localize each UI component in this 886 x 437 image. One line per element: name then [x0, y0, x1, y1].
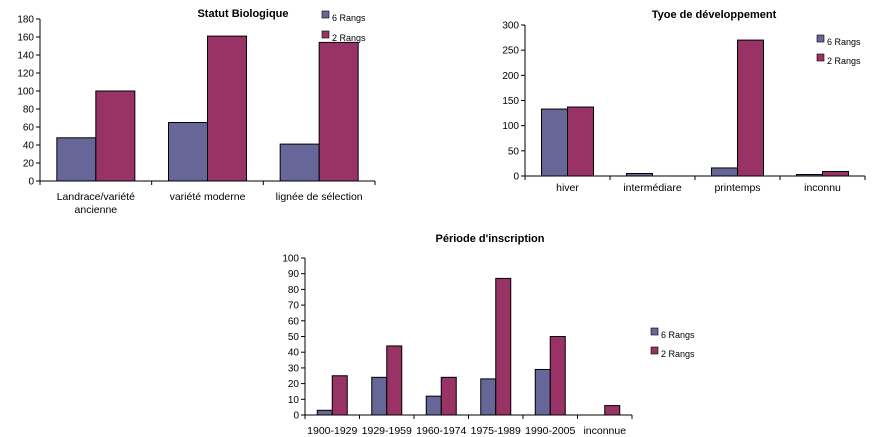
- y-tick-label: 120: [17, 69, 34, 80]
- legend-swatch-6-rangs: [321, 10, 330, 19]
- y-tick-label: 50: [288, 332, 300, 343]
- bar-6-rangs: [279, 143, 320, 182]
- y-tick-label: 160: [17, 33, 34, 44]
- y-tick-label: 150: [502, 96, 519, 107]
- bar-6-rangs: [534, 368, 551, 416]
- y-tick-label: 50: [508, 146, 520, 157]
- bar-2-rangs: [207, 35, 247, 182]
- x-category-label: inconnu: [804, 182, 841, 194]
- bar-6-rangs: [711, 167, 738, 177]
- bar-2-rangs: [318, 41, 359, 182]
- bar-6-rangs: [796, 173, 823, 177]
- bar-2-rangs: [822, 170, 849, 177]
- y-tick-label: 300: [502, 21, 519, 32]
- x-category-label: Landrace/variété ancienne: [57, 191, 135, 216]
- y-tick-label: 140: [17, 51, 34, 62]
- y-tick-label: 80: [288, 285, 300, 296]
- bar-6-rangs: [425, 395, 442, 416]
- bar-6-rangs: [316, 409, 333, 416]
- chart-statut-biologique: Statut Biologique 6 Rangs 2 Rangs 0 20 40 6…: [17, 8, 376, 216]
- legend-label-2-rangs: 2 Rangs: [661, 349, 695, 359]
- y-tick-label: 20: [23, 159, 35, 170]
- bar-6-rangs: [371, 376, 388, 416]
- y-tick-label: 40: [23, 141, 35, 152]
- y-tick-label: 180: [17, 15, 34, 26]
- y-tick-label: 20: [288, 379, 300, 390]
- bar-6-rangs: [541, 108, 568, 177]
- chart-title: Statut Biologique: [197, 8, 288, 20]
- chart-title: Période d'inscription: [436, 233, 545, 245]
- legend-swatch-6-rangs: [650, 327, 659, 336]
- y-tick-label: 100: [502, 121, 519, 132]
- chart-title: Tyoe de développement: [652, 9, 777, 21]
- x-category-label: printemps: [714, 182, 760, 194]
- y-tick-label: 200: [502, 71, 519, 82]
- y-tick-label: 60: [288, 316, 300, 327]
- bar-2-rangs: [95, 90, 136, 182]
- x-category-label: 1990-2005: [525, 425, 575, 437]
- x-category-label: 1929-1959: [362, 425, 412, 437]
- legend-swatch-2-rangs: [816, 53, 825, 62]
- x-category-label: lignée de sélection: [276, 191, 363, 203]
- x-category-label: 1975-1989: [471, 425, 521, 437]
- bar-6-rangs: [168, 122, 208, 182]
- y-tick-label: 250: [502, 46, 519, 57]
- x-category-label: variété moderne: [170, 191, 246, 203]
- x-category-label: hiver: [556, 182, 579, 194]
- bar-2-rangs: [549, 336, 566, 416]
- legend-label-6-rangs: 6 Rangs: [661, 330, 695, 340]
- x-category-label: 1960-1974: [416, 425, 466, 437]
- y-tick-label: 90: [288, 269, 300, 280]
- y-tick-label: 60: [23, 123, 35, 134]
- bar-2-rangs: [567, 106, 594, 177]
- y-tick-label: 100: [17, 87, 34, 98]
- y-tick-label: 80: [23, 105, 35, 116]
- legend-swatch-2-rangs: [650, 346, 659, 355]
- y-tick-label: 40: [288, 348, 300, 359]
- y-tick-label: 10: [288, 395, 300, 406]
- legend-swatch-2-rangs: [321, 30, 330, 39]
- bar-6-rangs: [626, 172, 653, 177]
- x-category-label: inconnue: [583, 425, 626, 437]
- bar-2-rangs: [331, 375, 348, 416]
- y-tick-label: 0: [293, 411, 299, 422]
- bar-6-rangs: [480, 378, 497, 416]
- x-category-label: intermédiare: [623, 182, 682, 194]
- y-tick-label: 100: [282, 254, 299, 265]
- y-tick-label: 30: [288, 363, 300, 374]
- chart-type-developpement: Tyoe de développement 6 Rangs 2 Rangs 0 5…: [502, 9, 866, 194]
- bar-2-rangs: [495, 277, 512, 416]
- legend-label-6-rangs: 6 Rangs: [332, 13, 366, 23]
- legend-swatch-6-rangs: [816, 34, 825, 43]
- chart-periode-inscription: Période d'inscription 6 Rangs 2 Rangs 01…: [282, 233, 695, 437]
- bar-6-rangs: [56, 137, 97, 182]
- legend-label-2-rangs: 2 Rangs: [827, 56, 861, 66]
- legend-label-2-rangs: 2 Rangs: [332, 33, 366, 43]
- y-tick-label: 0: [513, 172, 519, 183]
- bar-2-rangs: [604, 405, 621, 416]
- legend-label-6-rangs: 6 Rangs: [827, 37, 861, 47]
- y-tick-label: 0: [28, 177, 34, 188]
- bar-2-rangs: [386, 345, 403, 416]
- x-category-label: 1900-1929: [307, 425, 357, 437]
- bar-2-rangs: [737, 39, 764, 177]
- bar-2-rangs: [440, 376, 457, 416]
- y-tick-label: 70: [288, 301, 300, 312]
